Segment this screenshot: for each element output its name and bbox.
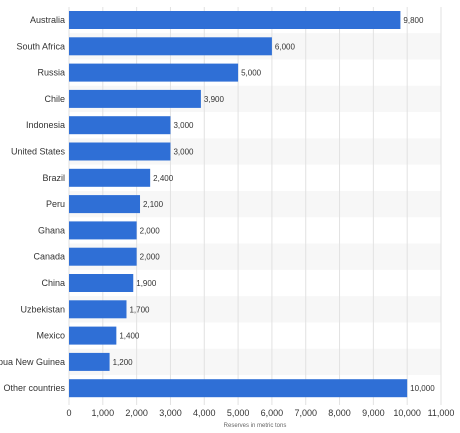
bar bbox=[69, 168, 151, 187]
value-labels: 9,800 6,000 5,000 3,900 3,000 3,000 2,400 2,100… bbox=[113, 16, 436, 393]
category-label: Uzbekistan bbox=[20, 304, 65, 314]
category-label: Chile bbox=[44, 94, 65, 104]
bar bbox=[69, 11, 401, 29]
x-tick-label: 1,000 bbox=[92, 408, 115, 418]
category-label: Brazil bbox=[42, 173, 65, 183]
category-label: South Africa bbox=[16, 41, 65, 51]
bar bbox=[69, 89, 201, 108]
x-tick-label: 0 bbox=[66, 408, 71, 418]
value-label: 2,400 bbox=[153, 174, 174, 183]
value-label: 10,000 bbox=[410, 384, 435, 393]
bar bbox=[69, 247, 137, 266]
category-label: Papua New Guinea bbox=[0, 357, 65, 367]
x-tick-label: 5,000 bbox=[227, 408, 250, 418]
bar bbox=[69, 274, 134, 292]
bar bbox=[69, 326, 117, 345]
value-label: 2,000 bbox=[140, 253, 161, 262]
category-label: Mexico bbox=[36, 331, 65, 341]
category-label: Indonesia bbox=[26, 120, 65, 130]
value-label: 1,200 bbox=[113, 358, 134, 367]
value-label: 5,000 bbox=[241, 69, 262, 78]
x-tick-label: 9,000 bbox=[362, 408, 385, 418]
row-stripe bbox=[69, 348, 441, 376]
x-axis-title: Reserves in metric tons bbox=[224, 423, 287, 429]
category-label: Australia bbox=[30, 15, 65, 25]
category-label: Canada bbox=[33, 252, 65, 262]
bar bbox=[69, 221, 137, 240]
x-tick-labels: 0 1,000 2,000 3,000 4,000 5,000 6,000 7,000 8,00… bbox=[66, 408, 454, 418]
category-label: United States bbox=[11, 147, 66, 157]
bar bbox=[69, 300, 127, 319]
bars bbox=[69, 11, 408, 398]
value-label: 3,900 bbox=[204, 95, 225, 104]
value-label: 3,000 bbox=[173, 148, 194, 157]
value-label: 6,000 bbox=[275, 42, 296, 51]
category-label: China bbox=[41, 278, 65, 288]
value-label: 1,700 bbox=[129, 305, 150, 314]
bar bbox=[69, 142, 171, 161]
value-label: 1,400 bbox=[119, 332, 140, 341]
x-tick-label: 3,000 bbox=[159, 408, 182, 418]
bar bbox=[69, 63, 239, 82]
bar bbox=[69, 116, 171, 135]
x-tick-label: 7,000 bbox=[294, 408, 317, 418]
value-label: 2,000 bbox=[140, 226, 161, 235]
x-tick-label: 10,000 bbox=[393, 408, 421, 418]
category-label: Peru bbox=[46, 199, 65, 209]
category-label: Ghana bbox=[38, 225, 65, 235]
x-tick-label: 4,000 bbox=[193, 408, 216, 418]
bar bbox=[69, 379, 408, 398]
x-tick-label: 8,000 bbox=[328, 408, 351, 418]
x-tick-label: 2,000 bbox=[125, 408, 148, 418]
category-labels: Australia South Africa Russia Chile Indonesi… bbox=[0, 15, 65, 393]
x-tick-label: 6,000 bbox=[261, 408, 284, 418]
bar bbox=[69, 37, 272, 56]
value-label: 2,100 bbox=[143, 200, 164, 209]
category-label: Other countries bbox=[3, 383, 65, 393]
bar bbox=[69, 195, 141, 214]
value-label: 9,800 bbox=[403, 16, 424, 25]
x-tick-label: 11,000 bbox=[428, 408, 455, 418]
row-stripe bbox=[69, 296, 441, 323]
bar bbox=[69, 352, 110, 371]
category-label: Russia bbox=[37, 68, 65, 78]
value-label: 3,000 bbox=[173, 121, 194, 130]
value-label: 1,900 bbox=[136, 279, 157, 288]
